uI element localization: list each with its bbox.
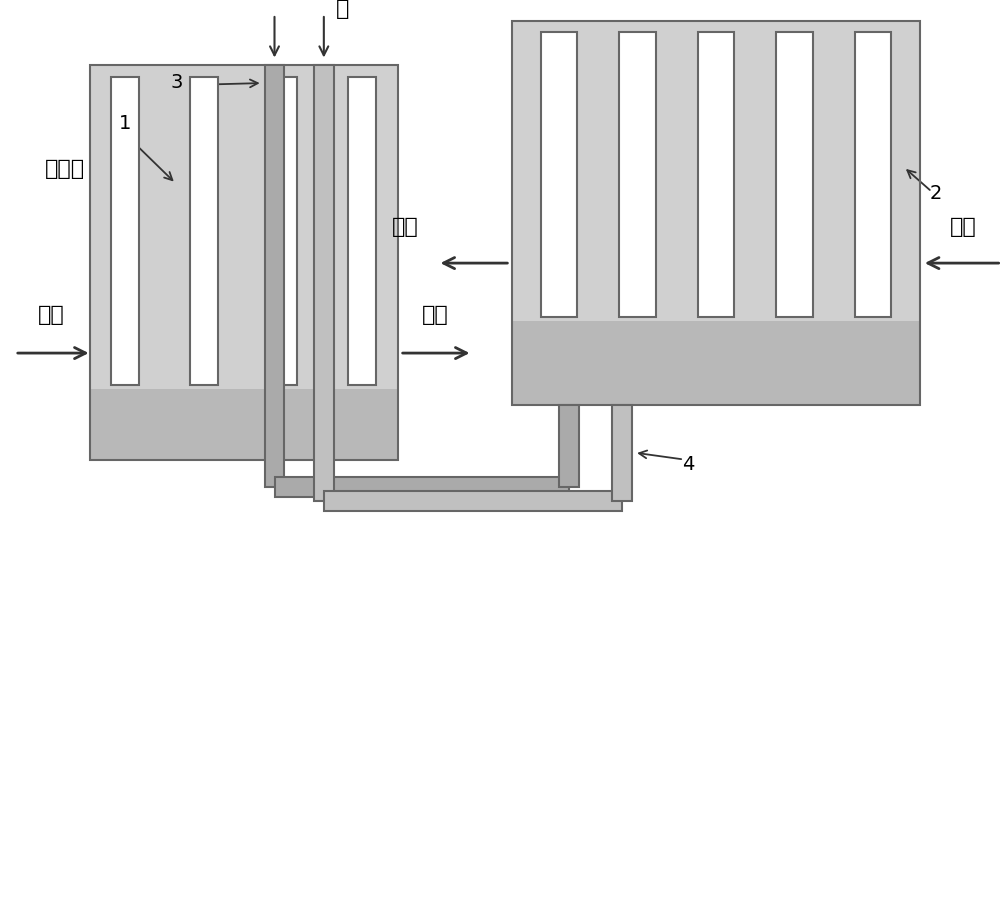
Bar [612,405,632,501]
Bar [90,389,398,460]
Bar [619,33,656,318]
Bar [275,478,569,498]
Bar [265,66,284,488]
Bar [541,33,577,318]
Text: 烟气: 烟气 [38,304,65,324]
Bar [190,78,218,386]
Text: 4: 4 [682,455,694,474]
Bar [559,405,579,488]
Text: 烟气: 烟气 [422,304,449,324]
Bar [348,78,376,386]
Text: 2: 2 [930,183,942,202]
Bar [512,321,920,405]
Bar [855,33,891,318]
Bar [512,321,920,405]
Bar [90,66,398,460]
Bar [90,66,398,460]
Bar [314,66,334,501]
Bar [698,33,734,318]
Bar [90,389,398,460]
Text: 1: 1 [119,115,132,134]
Bar [512,22,920,405]
Bar [776,33,813,318]
Text: 空气: 空气 [950,218,977,237]
Bar [512,22,920,405]
Text: 3: 3 [170,73,182,92]
Bar [324,491,622,511]
Bar [90,66,398,460]
Bar [111,78,139,386]
Text: 水: 水 [336,0,349,19]
Text: 空气: 空气 [391,218,418,237]
Bar [512,22,920,405]
Bar [269,78,297,386]
Text: 水蒸汽: 水蒸汽 [45,159,85,179]
